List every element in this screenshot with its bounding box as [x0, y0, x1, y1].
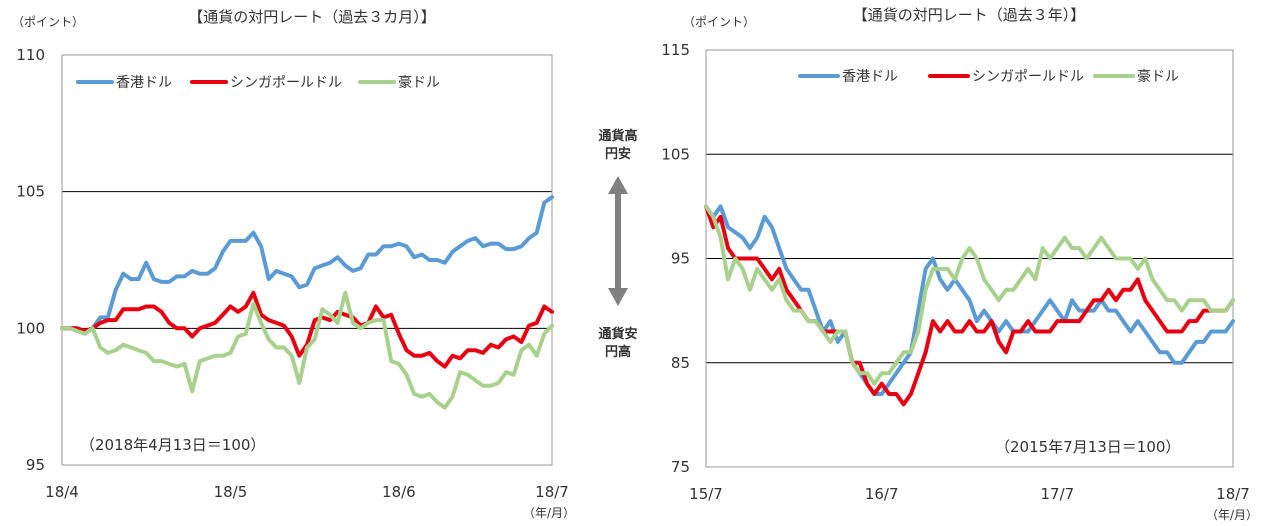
y-axis-label: （ポイント） — [12, 15, 84, 29]
base-date-annotation: （2015年7月13日＝100） — [995, 438, 1180, 456]
legend-label: 豪ドル — [398, 75, 440, 91]
series-line-1 — [704, 204, 1235, 407]
y-axis-label: （ポイント） — [683, 15, 755, 29]
y-tick-label: 105 — [661, 145, 690, 163]
plot-frame — [705, 49, 1234, 468]
y-tick-label: 105 — [16, 183, 45, 201]
x-tick-label: 18/5 — [214, 483, 248, 501]
arrow-up-head — [608, 176, 628, 194]
y-tick-label: 95 — [671, 250, 690, 268]
legend-label: シンガポールドル — [972, 69, 1084, 85]
x-unit-label: （年/月） — [523, 506, 575, 520]
arrow-shaft — [615, 190, 621, 294]
arrow-down-head — [608, 288, 628, 306]
y-tick-label: 85 — [671, 354, 690, 372]
x-unit-label: （年/月） — [1206, 508, 1258, 522]
y-tick-label: 100 — [16, 319, 45, 337]
x-tick-label: 18/7 — [1216, 485, 1250, 503]
series-line-0 — [704, 204, 1235, 396]
x-tick-label: 17/7 — [1040, 485, 1074, 503]
y-tick-label: 75 — [671, 458, 690, 476]
x-tick-label: 18/6 — [382, 483, 416, 501]
legend-label: 香港ドル — [116, 75, 172, 91]
base-date-annotation: （2018年4月13日＝100） — [80, 436, 265, 454]
chart-title: 【通貨の対円レート（過去３カ月）】 — [188, 8, 436, 26]
currency-weak-label: 通貨安 円高 — [598, 327, 638, 360]
plot-frame — [61, 54, 553, 466]
y-tick-label: 115 — [661, 41, 690, 59]
y-tick-label: 110 — [16, 46, 45, 64]
x-tick-label: 18/4 — [45, 483, 79, 501]
legend-label: 豪ドル — [1137, 69, 1179, 85]
series-line-2 — [704, 204, 1235, 386]
x-tick-label: 15/7 — [689, 485, 723, 503]
series-line-0 — [60, 195, 554, 336]
currency-strong-label: 通貨高 円安 — [598, 129, 638, 162]
chart-title: 【通貨の対円レート（過去３年）】 — [853, 6, 1086, 24]
legend-label: 香港ドル — [842, 69, 898, 85]
series-line-2 — [60, 290, 554, 410]
legend-label: シンガポールドル — [230, 75, 342, 91]
y-tick-label: 95 — [26, 456, 45, 474]
x-tick-label: 18/7 — [535, 483, 569, 501]
x-tick-label: 16/7 — [865, 485, 899, 503]
